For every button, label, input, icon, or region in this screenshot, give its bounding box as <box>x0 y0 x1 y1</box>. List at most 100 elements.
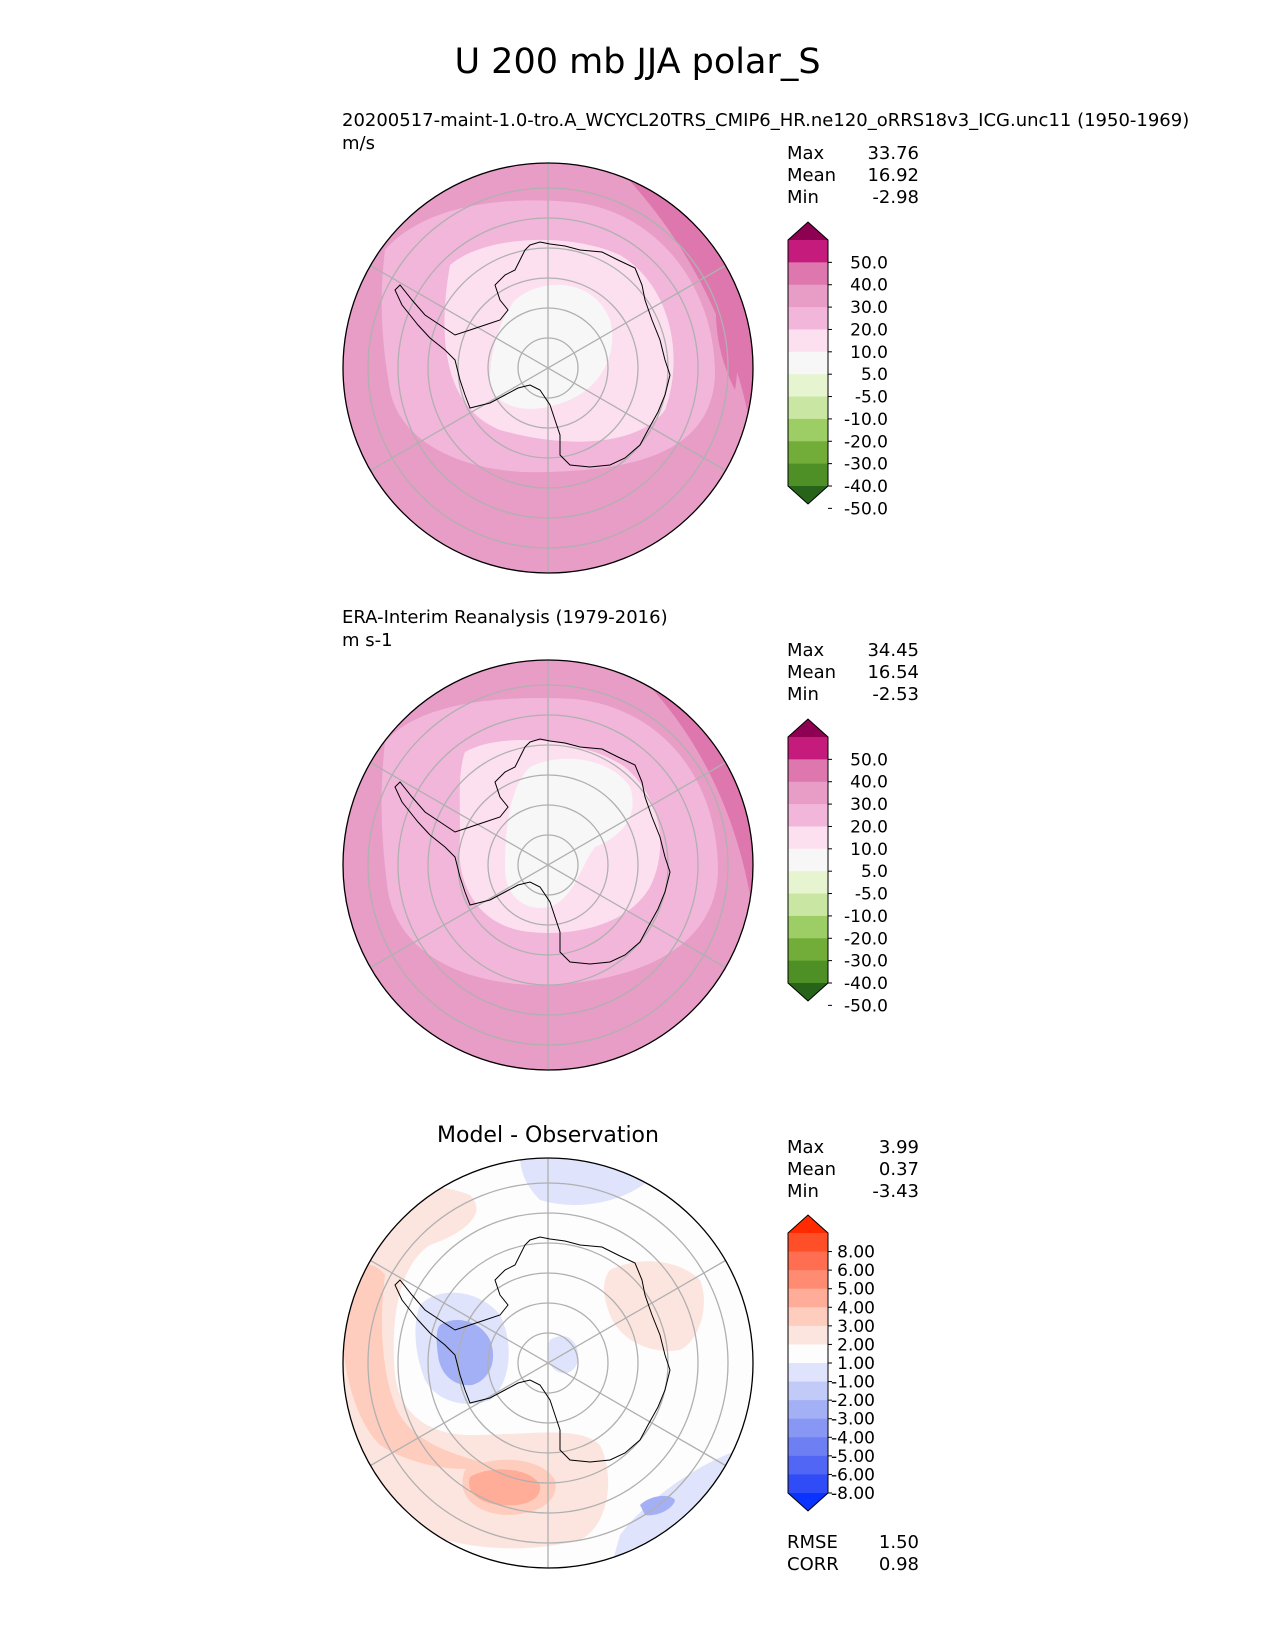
colorbar-block <box>788 1325 828 1345</box>
stat-value: -2.98 <box>872 187 919 208</box>
stat-value: 0.98 <box>878 1554 919 1575</box>
antarctica-coastline <box>394 1236 671 1463</box>
colorbar-block <box>788 1381 828 1401</box>
colorbar-block <box>788 1474 828 1494</box>
field-band-30-40-arc <box>715 280 738 390</box>
stat-value: 3.99 <box>878 1137 919 1158</box>
diff-band-3-4 <box>469 1469 541 1506</box>
colorbar-block <box>788 329 828 353</box>
colorbar-extend-min <box>788 486 828 504</box>
antarctica-coastline <box>394 241 671 468</box>
stat-label: Mean <box>787 165 837 186</box>
graticule <box>367 1158 729 1568</box>
map-boundary <box>342 659 754 1071</box>
colorbar-label: -3.00 <box>831 1410 875 1430</box>
colorbar-label: -8.00 <box>831 1484 875 1504</box>
stat-value: 16.92 <box>867 165 919 186</box>
colorbar-label: -40.0 <box>844 477 888 497</box>
colorbar-label: -5.0 <box>855 388 888 408</box>
colorbar-extend-min <box>788 1493 828 1511</box>
colorbar-block <box>788 1437 828 1457</box>
stat-value: 1.50 <box>878 1532 919 1553</box>
colorbar-block <box>788 1344 828 1364</box>
map-boundary <box>342 162 754 574</box>
colorbar-label: -50.0 <box>844 996 888 1016</box>
polar-map-test <box>342 162 754 574</box>
colorbar-label: 5.0 <box>861 862 888 882</box>
colorbar-label: 20.0 <box>850 817 888 837</box>
stat-label: Max <box>787 143 825 164</box>
colorbar-block <box>788 1400 828 1420</box>
colorbar-label: -5.0 <box>855 885 888 905</box>
polar-map-reference <box>342 659 754 1071</box>
colorbar-block <box>788 351 828 375</box>
panel-ref-label: ERA-Interim Reanalysis (1979-2016) <box>342 607 668 628</box>
stat-label: Mean <box>787 1159 837 1180</box>
colorbar-label: 6.00 <box>837 1261 875 1281</box>
stat-label: Mean <box>787 662 837 683</box>
stat-label: Min <box>787 187 819 208</box>
stat-value: 0.37 <box>878 1159 919 1180</box>
colorbar-label: 50.0 <box>850 253 888 273</box>
colorbar-label: -4.00 <box>831 1428 875 1448</box>
diff-band-2-3 <box>343 1264 490 1469</box>
colorbar-extend-min <box>788 983 828 1001</box>
stat-value: 34.45 <box>867 640 919 661</box>
panel-test-label: 20200517-maint-1.0-tro.A_WCYCL20TRS_CMIP… <box>342 110 1190 131</box>
colorbar-label: 10.0 <box>850 840 888 860</box>
colorbar-label: -40.0 <box>844 974 888 994</box>
colorbar-label: 2.00 <box>837 1335 875 1355</box>
colorbar-label: -2.00 <box>831 1391 875 1411</box>
stat-value: -2.53 <box>872 684 919 705</box>
colorbar-label: 10.0 <box>850 343 888 363</box>
stat-value: -3.43 <box>872 1181 919 1202</box>
panel-diff-extra-stats: RMSE 1.50 CORR 0.98 <box>787 1532 919 1576</box>
colorbar-block <box>788 1455 828 1475</box>
colorbar-block <box>788 396 828 420</box>
graticule <box>367 660 729 1070</box>
stat-value: 16.54 <box>867 662 919 683</box>
colorbar-block <box>788 737 828 760</box>
panel-ref-stats: Max 34.45 Mean 16.54 Min -2.53 <box>787 640 919 706</box>
panel-diff-stats: Max 3.99 Mean 0.37 Min -3.43 <box>787 1137 919 1203</box>
colorbar-reference: 50.0 40.030.020.0 10.05.0 -5.0-10.0-20.0 -30… <box>787 718 888 1016</box>
stat-label: CORR <box>787 1554 839 1575</box>
colorbar-block <box>788 848 828 872</box>
colorbar-block <box>788 307 828 330</box>
colorbar-extend-max <box>788 222 828 240</box>
colorbar-block <box>788 871 828 895</box>
panel-ref-units: m s-1 <box>342 630 393 651</box>
colorbar-block <box>788 1288 828 1308</box>
stat-value: 33.76 <box>867 143 919 164</box>
colorbar-label: 20.0 <box>850 320 888 340</box>
panel-test-stats: Max 33.76 Mean 16.92 Min -2.98 <box>787 143 919 209</box>
colorbar-label: 5.0 <box>861 365 888 385</box>
colorbar-block <box>788 759 828 783</box>
colorbar-block <box>788 1270 828 1290</box>
stat-label: RMSE <box>787 1532 838 1553</box>
colorbar-label: 50.0 <box>850 750 888 770</box>
colorbar-label: -6.00 <box>831 1465 875 1485</box>
stat-label: Max <box>787 1137 825 1158</box>
colorbar-label: 3.00 <box>837 1317 875 1337</box>
colorbar-block <box>788 781 828 805</box>
colorbar-label: -20.0 <box>844 929 888 949</box>
polar-map-difference <box>342 1157 754 1569</box>
diff-band-neg2-neg3 <box>436 1320 494 1386</box>
colorbar-block <box>788 826 828 850</box>
colorbar-block <box>788 262 828 286</box>
colorbar-label: -30.0 <box>844 455 888 475</box>
colorbar-label: -1.00 <box>831 1373 875 1393</box>
panel-diff-title: Model - Observation <box>437 1123 659 1148</box>
map-boundary <box>342 1157 754 1569</box>
colorbar-label: 30.0 <box>850 298 888 318</box>
colorbar-label: -10.0 <box>844 410 888 430</box>
colorbar-label: -20.0 <box>844 432 888 452</box>
colorbar-label: 1.00 <box>837 1354 875 1374</box>
colorbar-label: 30.0 <box>850 795 888 815</box>
antarctica-coastline <box>394 738 671 965</box>
colorbar-block <box>788 240 828 263</box>
colorbar-difference: 8.006.005.004.003.002.001.00-1.00-2.00-3… <box>787 1214 875 1512</box>
colorbar-label: 5.00 <box>837 1280 875 1300</box>
colorbar-block <box>788 418 828 442</box>
